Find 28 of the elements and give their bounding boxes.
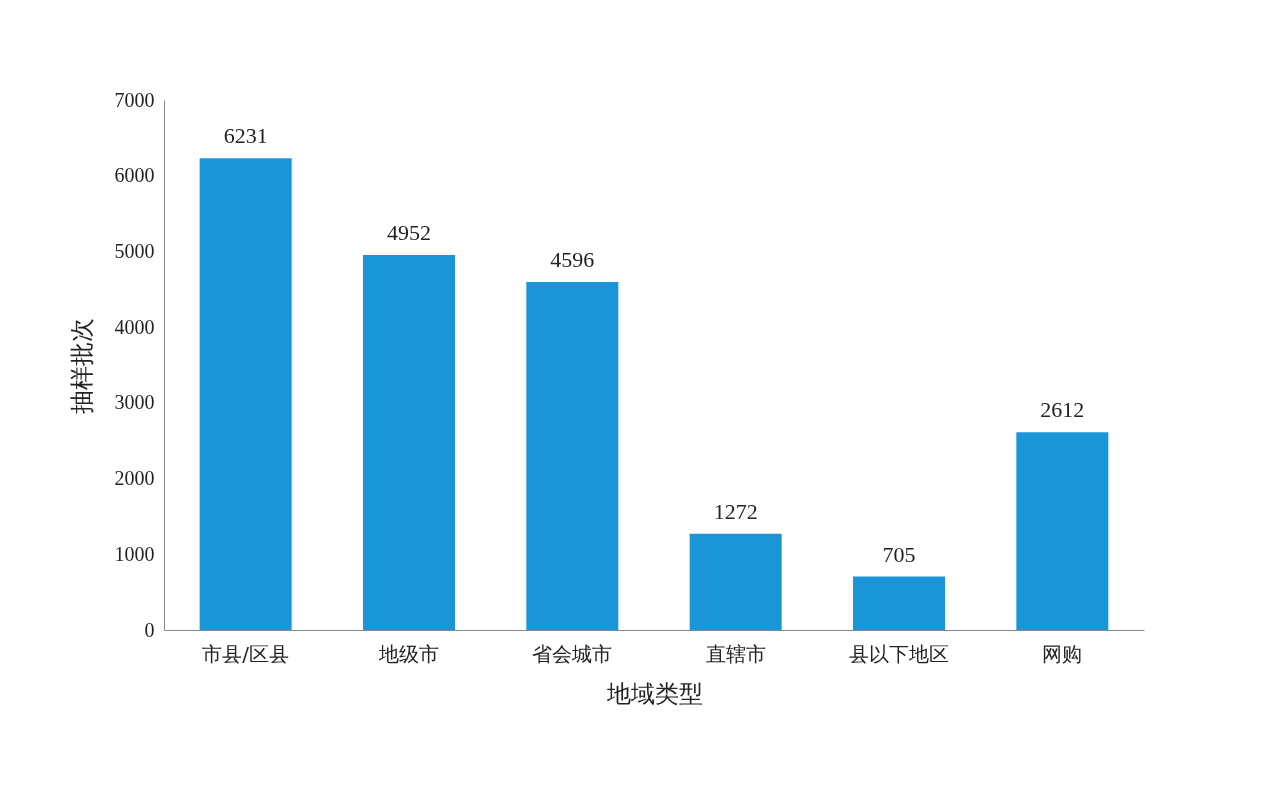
bar [363, 255, 455, 630]
y-tick-label: 7000 [114, 88, 155, 111]
y-tick-label: 2000 [114, 467, 155, 490]
bar [1016, 432, 1109, 630]
y-tick-label: 6000 [114, 164, 155, 187]
data-label: 1272 [713, 498, 758, 524]
x-tick-label: 直辖市 [705, 641, 766, 666]
y-tick-label: 3000 [114, 391, 155, 414]
bar [199, 158, 292, 630]
x-tick-label: 省会城市 [532, 641, 613, 666]
x-tick-label: 地级市 [378, 641, 439, 666]
bar [853, 576, 945, 630]
y-axis-title: 抽样批次 [67, 317, 96, 414]
data-label: 705 [882, 541, 916, 567]
bar [689, 533, 782, 630]
x-axis-title: 地域类型 [605, 679, 703, 708]
y-tick-label: 5000 [114, 239, 155, 262]
y-tick-label: 4000 [114, 315, 155, 338]
data-label: 4596 [550, 247, 595, 273]
x-tick-label: 市县/区县 [202, 641, 290, 666]
data-label: 6231 [223, 123, 268, 149]
x-tick-label: 网购 [1042, 641, 1083, 666]
data-label: 4952 [387, 220, 431, 246]
x-tick-label: 县以下地区 [849, 641, 949, 666]
data-label: 2612 [1040, 397, 1085, 423]
y-tick-label: 0 [144, 618, 155, 641]
y-tick-label: 1000 [114, 542, 155, 565]
bar [526, 282, 619, 630]
